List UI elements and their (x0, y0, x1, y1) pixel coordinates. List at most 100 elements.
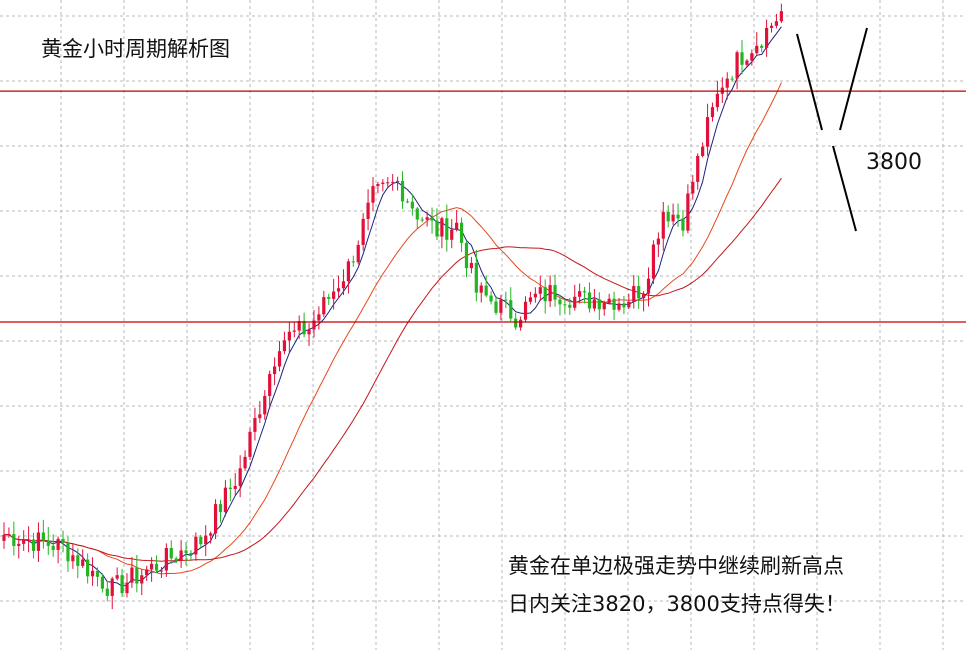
candle-up (548, 285, 552, 302)
candle-down (184, 550, 188, 553)
candle-up (332, 291, 336, 299)
candle-up (671, 214, 675, 222)
candle-up (115, 575, 119, 579)
candle-up (263, 395, 267, 415)
candle-down (400, 180, 405, 202)
candle-up (56, 538, 60, 550)
candle-down (730, 78, 734, 80)
candle-up (523, 301, 528, 320)
candle-down (681, 218, 685, 231)
projection-annotation (796, 27, 868, 232)
candle-up (696, 155, 700, 182)
candle-up (627, 301, 631, 308)
moving-average-lines (3, 26, 782, 587)
ma-fast-line (3, 26, 782, 587)
ma-mid-line (3, 82, 782, 575)
candle-down (666, 211, 670, 222)
candle-up (273, 366, 277, 375)
candle-up (130, 567, 134, 583)
candle-up (145, 569, 149, 576)
candle-down (228, 487, 232, 489)
candle-down (405, 201, 410, 203)
candle-up (592, 299, 596, 309)
candle-down (509, 300, 513, 319)
candle-up (440, 218, 444, 237)
candle-up (159, 570, 164, 572)
candle-up (17, 543, 21, 546)
candle-up (617, 303, 621, 310)
projection-stroke-2 (839, 27, 868, 131)
candle-up (755, 45, 759, 54)
candle-down (568, 304, 572, 308)
candle-up (479, 285, 483, 293)
candle-up (297, 321, 301, 331)
candle-up (341, 281, 346, 289)
candle-down (582, 291, 587, 293)
candle-down (61, 538, 65, 543)
candle-up (110, 578, 114, 596)
candle-down (415, 208, 419, 220)
candle-down (484, 285, 488, 296)
candle-up (765, 27, 769, 48)
candle-up (656, 238, 660, 245)
candle-down (514, 318, 518, 328)
candle-down (435, 220, 439, 237)
candle-up (499, 299, 503, 313)
candle-down (558, 299, 562, 305)
candle-down (430, 217, 434, 221)
candle-up (779, 11, 783, 22)
candle-up (686, 193, 690, 231)
candle-down (420, 219, 424, 221)
candle-down (587, 292, 592, 309)
candle-down (563, 304, 567, 306)
candle-up (715, 93, 719, 108)
candle-down (612, 298, 616, 310)
candle-up (223, 487, 227, 513)
candle-down (464, 242, 469, 269)
candle-down (410, 201, 414, 209)
candle-down (489, 295, 493, 302)
candle-up (27, 539, 31, 541)
candle-down (740, 52, 744, 65)
candle-down (105, 588, 109, 596)
ma-slow-line (3, 177, 782, 562)
candle-down (553, 285, 557, 300)
projection-stroke-3 (832, 145, 857, 232)
candle-up (450, 229, 454, 240)
candle-up (258, 414, 262, 419)
candle-up (774, 21, 779, 26)
candle-down (676, 214, 680, 219)
candle-up (81, 559, 85, 566)
candle-down (135, 567, 139, 584)
candle-up (336, 288, 341, 292)
candle-up (307, 329, 311, 335)
candle-up (391, 181, 395, 183)
candle-down (120, 575, 124, 594)
candle-up (268, 374, 272, 396)
candle-up (317, 314, 321, 321)
projection-stroke-1 (796, 33, 823, 131)
candle-up (179, 550, 183, 561)
candle-up (287, 331, 291, 341)
candle-down (760, 45, 764, 48)
candle-down (31, 539, 36, 551)
candle-up (322, 297, 326, 315)
candle-down (12, 534, 16, 546)
candle-down (622, 303, 626, 308)
candle-down (459, 222, 464, 243)
candle-up (469, 262, 473, 269)
candle-down (76, 555, 80, 566)
candle-up (651, 244, 656, 279)
candle-up (253, 418, 257, 432)
candle-down (504, 299, 508, 301)
candle-up (71, 555, 75, 562)
candle-up (519, 319, 523, 328)
candle-up (36, 532, 41, 551)
candle-down (445, 218, 449, 240)
candle-down (302, 321, 306, 335)
candle-up (248, 431, 252, 457)
candle-up (371, 186, 375, 203)
analysis-note-line2: 日内关注3820，3800支持点得失！ (508, 592, 846, 616)
